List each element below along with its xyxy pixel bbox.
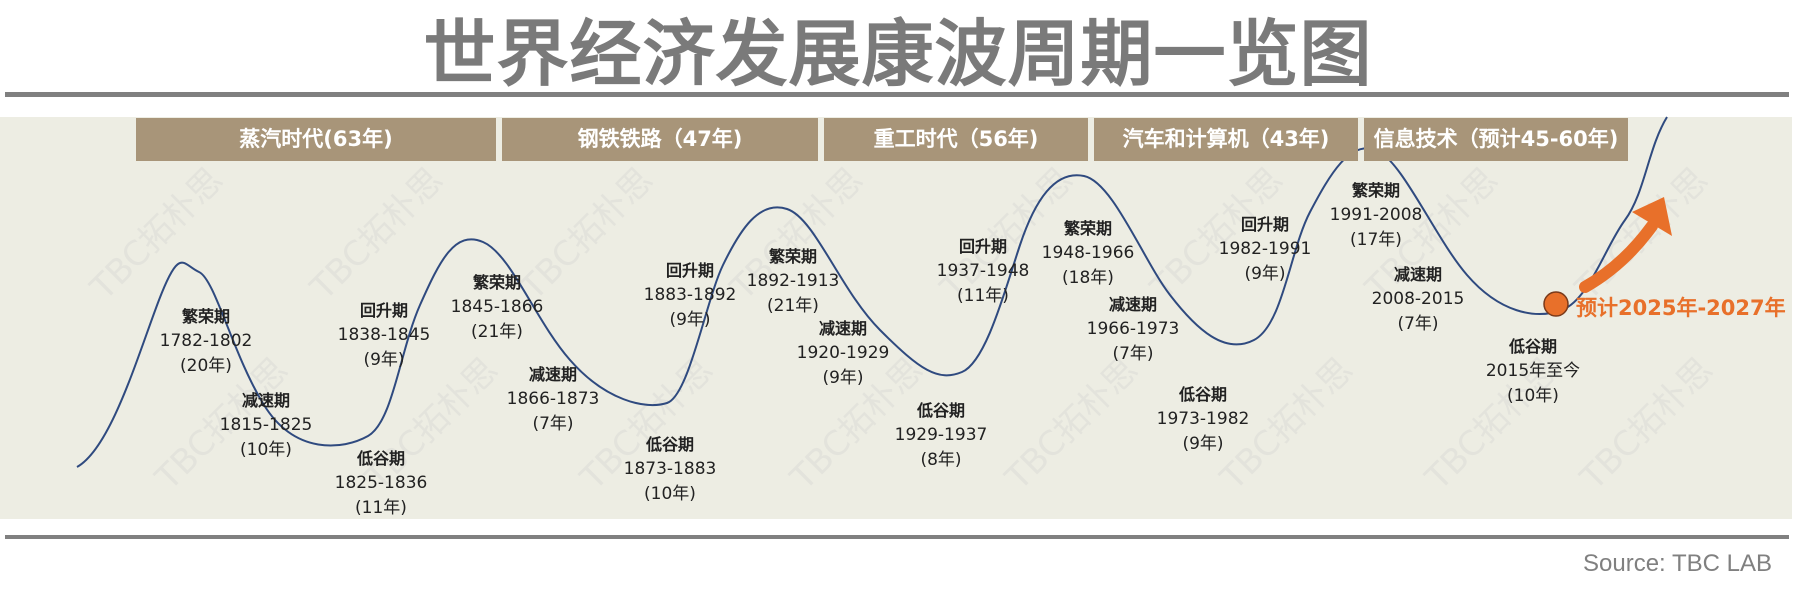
phase-years: 1966-1973 xyxy=(1086,319,1180,339)
phase-name: 低谷期 xyxy=(645,435,695,454)
phase-name: 低谷期 xyxy=(1508,337,1558,356)
phase-name: 低谷期 xyxy=(356,449,406,468)
phase-slowdown-1815: 减速期 1815-1825 (10年) xyxy=(220,388,313,463)
upturn-arrow-shaft xyxy=(1579,220,1658,293)
phase-boom-1845: 繁荣期 1845-1866 (21年) xyxy=(451,270,544,345)
era-steam: 蒸汽时代(63年) xyxy=(136,118,496,161)
phase-duration: (9年) xyxy=(669,310,711,330)
top-divider xyxy=(5,92,1789,97)
phase-recovery-1982: 回升期 1982-1991 (9年) xyxy=(1219,212,1312,287)
phase-duration: (9年) xyxy=(1182,434,1224,454)
phase-duration: (7年) xyxy=(1112,344,1154,364)
phase-boom-1948: 繁荣期 1948-1966 (18年) xyxy=(1042,216,1135,291)
phase-boom-1892: 繁荣期 1892-1913 (21年) xyxy=(747,244,840,319)
bottom-divider xyxy=(5,535,1789,539)
phase-duration: (20年) xyxy=(180,356,232,376)
phase-name: 繁荣期 xyxy=(181,307,231,326)
phase-duration: (9年) xyxy=(822,368,864,388)
phase-name: 减速期 xyxy=(241,391,291,410)
phase-name: 低谷期 xyxy=(916,401,966,420)
phase-trough-1929: 低谷期 1929-1937 (8年) xyxy=(895,398,988,473)
phase-years: 1948-1966 xyxy=(1041,243,1135,263)
phase-duration: (8年) xyxy=(920,450,962,470)
phase-years: 1825-1836 xyxy=(334,473,428,493)
phase-duration: (11年) xyxy=(957,286,1009,306)
phase-duration: (9年) xyxy=(1244,264,1286,284)
phase-recovery-1883: 回升期 1883-1892 (9年) xyxy=(644,258,737,333)
phase-name: 回升期 xyxy=(665,261,715,280)
phase-slowdown-1966: 减速期 1966-1973 (7年) xyxy=(1087,292,1180,367)
phase-years: 1782-1802 xyxy=(159,331,253,351)
phase-name: 减速期 xyxy=(1393,265,1443,284)
phase-years: 1991-2008 xyxy=(1329,205,1423,225)
phase-slowdown-1866: 减速期 1866-1873 (7年) xyxy=(507,362,600,437)
phase-years: 1838-1845 xyxy=(337,325,431,345)
phase-name: 低谷期 xyxy=(1178,385,1228,404)
phase-years: 1937-1948 xyxy=(936,261,1030,281)
phase-years: 1929-1937 xyxy=(894,425,988,445)
phase-duration: (21年) xyxy=(767,296,819,316)
phase-years: 2008-2015 xyxy=(1371,289,1465,309)
phase-duration: (9年) xyxy=(363,350,405,370)
phase-name: 减速期 xyxy=(818,319,868,338)
phase-years: 1892-1913 xyxy=(746,271,840,291)
phase-years: 1815-1825 xyxy=(219,415,313,435)
phase-years: 1883-1892 xyxy=(643,285,737,305)
phase-name: 繁荣期 xyxy=(1063,219,1113,238)
phase-years: 1873-1883 xyxy=(623,459,717,479)
phase-trough-1873: 低谷期 1873-1883 (10年) xyxy=(624,432,717,507)
page-title: 世界经济发展康波周期一览图 xyxy=(423,12,1373,96)
phase-recovery-1838: 回升期 1838-1845 (9年) xyxy=(338,298,431,373)
phase-years: 1920-1929 xyxy=(796,343,890,363)
phase-slowdown-1920: 减速期 1920-1929 (9年) xyxy=(797,316,890,391)
phase-trough-1973: 低谷期 1973-1982 (9年) xyxy=(1157,382,1250,457)
phase-duration: (10年) xyxy=(240,440,292,460)
current-trough-marker xyxy=(1543,291,1569,317)
phase-duration: (10年) xyxy=(1507,386,1559,406)
phase-trough-2015: 低谷期 2015年至今 (10年) xyxy=(1486,334,1580,409)
phase-boom-1782: 繁荣期 1782-1802 (20年) xyxy=(160,304,253,379)
phase-slowdown-2008: 减速期 2008-2015 (7年) xyxy=(1372,262,1465,337)
phase-years: 1866-1873 xyxy=(506,389,600,409)
era-auto-computer: 汽车和计算机（43年) xyxy=(1094,118,1358,161)
cycle-panel: TBC拓朴思 TBC拓朴思 TBC拓朴思 TBC拓朴思 TBC拓朴思 TBC拓朴… xyxy=(0,117,1792,519)
phase-duration: (7年) xyxy=(1397,314,1439,334)
upturn-arrow-head xyxy=(1632,197,1672,236)
phase-name: 减速期 xyxy=(528,365,578,384)
era-steel-railway: 钢铁铁路（47年) xyxy=(502,118,818,161)
phase-recovery-1937: 回升期 1937-1948 (11年) xyxy=(937,234,1030,309)
phase-name: 繁荣期 xyxy=(768,247,818,266)
phase-duration: (17年) xyxy=(1350,230,1402,250)
era-heavy-industry: 重工时代（56年) xyxy=(824,118,1088,161)
phase-years: 1845-1866 xyxy=(450,297,544,317)
phase-duration: (10年) xyxy=(644,484,696,504)
phase-years: 2015年至今 xyxy=(1485,361,1581,381)
phase-duration: (18年) xyxy=(1062,268,1114,288)
era-information-tech: 信息技术（预计45-60年) xyxy=(1364,118,1628,161)
phase-name: 回升期 xyxy=(359,301,409,320)
phase-name: 回升期 xyxy=(1240,215,1290,234)
phase-duration: (21年) xyxy=(471,322,523,342)
phase-boom-1991: 繁荣期 1991-2008 (17年) xyxy=(1330,178,1423,253)
phase-name: 繁荣期 xyxy=(1351,181,1401,200)
source-label: Source: TBC LAB xyxy=(1583,550,1772,577)
phase-duration: (11年) xyxy=(355,498,407,518)
phase-years: 1982-1991 xyxy=(1218,239,1312,259)
phase-name: 繁荣期 xyxy=(472,273,522,292)
phase-name: 回升期 xyxy=(958,237,1008,256)
phase-years: 1973-1982 xyxy=(1156,409,1250,429)
forecast-label: 预计2025年-2027年 xyxy=(1576,296,1786,320)
phase-trough-1825: 低谷期 1825-1836 (11年) xyxy=(335,446,428,521)
phase-duration: (7年) xyxy=(532,414,574,434)
phase-name: 减速期 xyxy=(1108,295,1158,314)
